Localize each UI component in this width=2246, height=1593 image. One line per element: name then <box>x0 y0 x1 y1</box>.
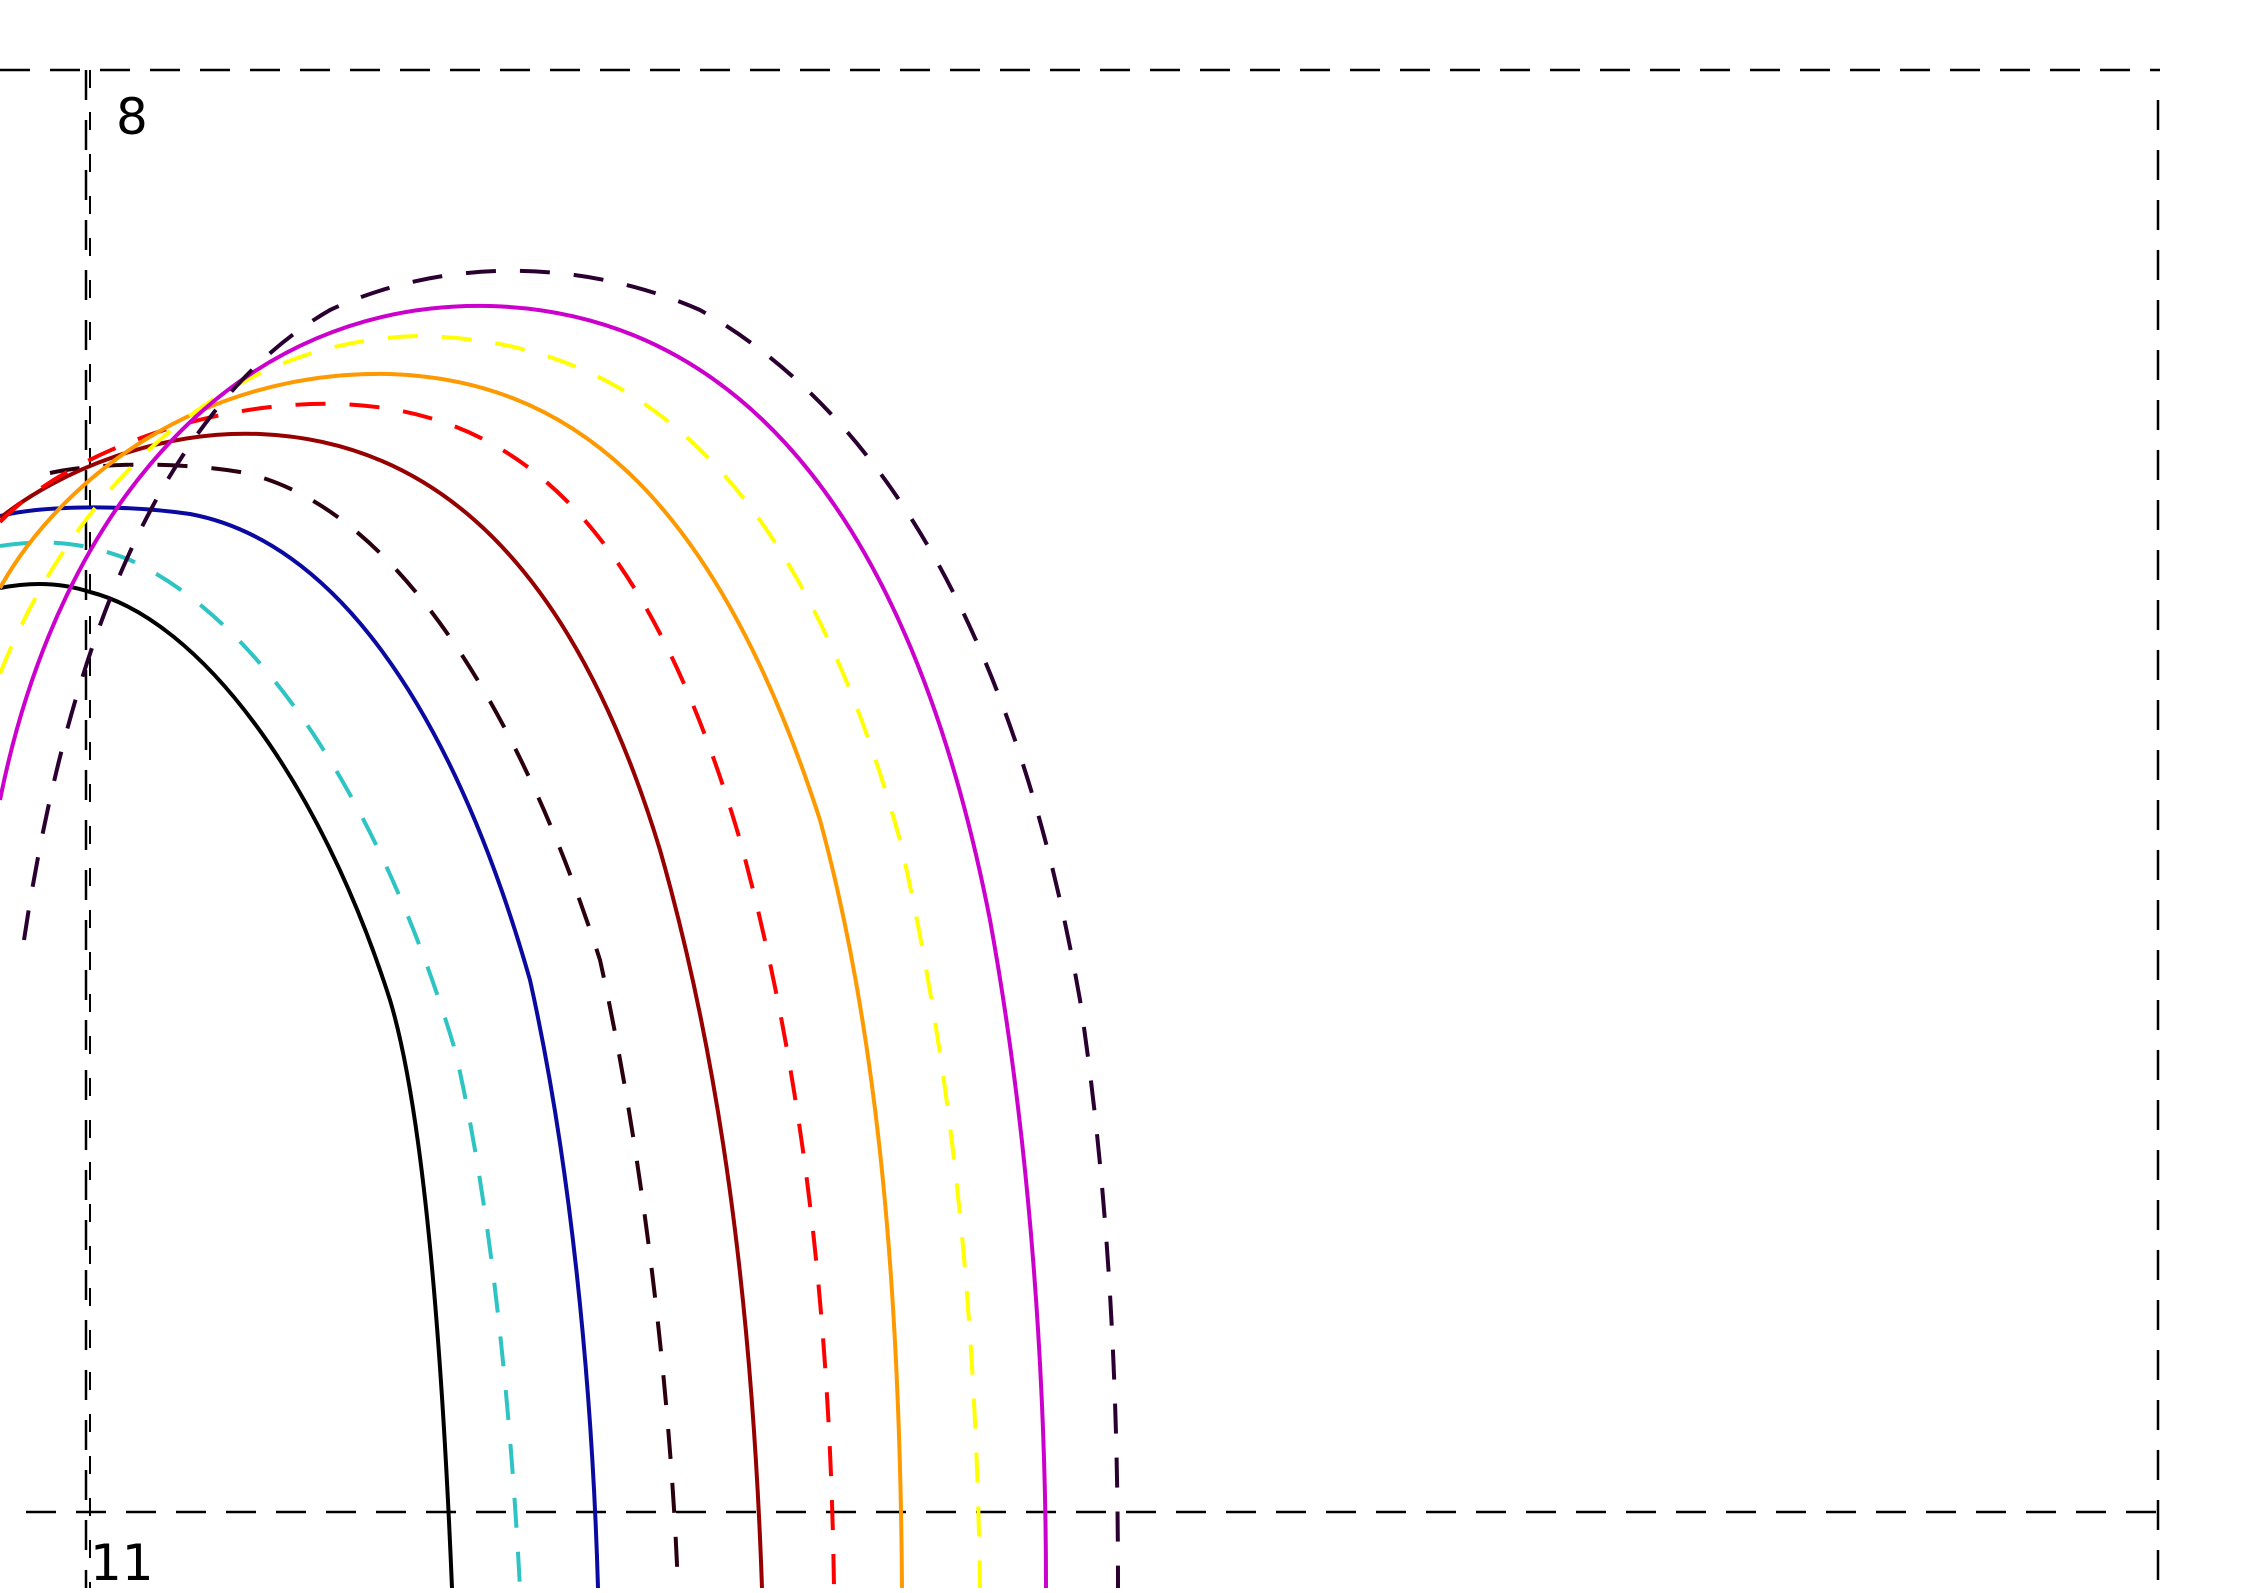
panel-label-top: 8 <box>116 88 148 146</box>
panel-label-bottom: 11 <box>90 1534 154 1592</box>
curve-8-dashed <box>0 333 982 1589</box>
curve-10-dashed <box>22 268 1120 1589</box>
curve-2-dashed <box>0 540 522 1589</box>
curve-6-dashed <box>0 401 836 1589</box>
curve-5-solid <box>0 431 764 1589</box>
curve-4-dashed <box>49 462 680 1589</box>
curve-7-solid <box>0 371 904 1589</box>
curve-1-solid <box>0 581 454 1589</box>
curve-9-solid <box>0 303 1048 1589</box>
curve-3-solid <box>0 505 600 1589</box>
panel-frames <box>0 68 2160 1588</box>
curve-group <box>0 268 1120 1589</box>
